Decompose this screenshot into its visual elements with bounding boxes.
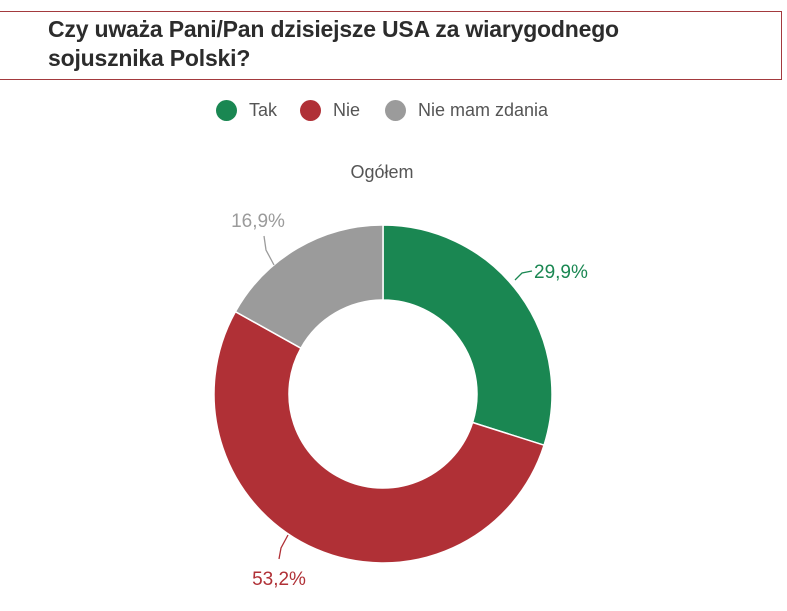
slice-nie bbox=[213, 310, 545, 564]
top-rule bbox=[0, 11, 782, 12]
legend-swatch-tak bbox=[216, 99, 237, 121]
slice-tak bbox=[382, 224, 553, 447]
chart-subtitle: Ogółem bbox=[350, 162, 414, 182]
legend-item-nie-mam-zdania: Nie mam zdania bbox=[385, 97, 548, 123]
legend-label-tak: Tak bbox=[249, 99, 278, 120]
legend: Tak Nie Nie mam zdania bbox=[0, 97, 787, 123]
leader-line-nie-mam-zdania bbox=[263, 235, 275, 266]
legend-item-nie: Nie bbox=[300, 97, 360, 123]
leader-line-nie bbox=[278, 534, 289, 560]
data-label-tak: 29,9% bbox=[534, 262, 588, 283]
slice-nie-mam-zdania bbox=[234, 224, 384, 350]
data-label-nie-mam-zdania: 16,9% bbox=[231, 211, 285, 232]
legend-label-nie: Nie bbox=[333, 99, 361, 120]
legend-label-nie-mam-zdania: Nie mam zdania bbox=[418, 99, 549, 120]
chart-title: Czy uważa Pani/Pan dzisiejsze USA za wia… bbox=[48, 16, 619, 71]
legend-swatch-nie-mam-zdania bbox=[385, 99, 406, 121]
legend-item-tak: Tak bbox=[216, 97, 277, 123]
header-right-border bbox=[781, 11, 782, 80]
leader-line-tak bbox=[514, 270, 533, 281]
data-label-nie: 53,2% bbox=[252, 569, 306, 590]
legend-swatch-nie bbox=[300, 99, 321, 121]
title-rule bbox=[0, 79, 782, 80]
